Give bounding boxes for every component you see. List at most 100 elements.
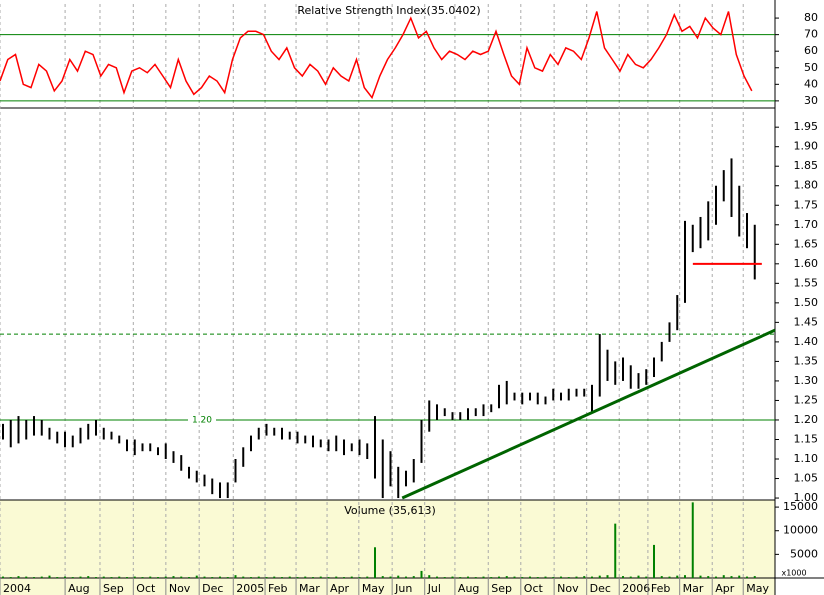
price-bar <box>560 392 562 401</box>
volume-bar <box>529 576 531 578</box>
price-bar <box>591 384 593 413</box>
volume-bar <box>366 576 369 578</box>
price-bar <box>48 427 51 440</box>
y-tick-label: 1.95 <box>794 120 819 133</box>
volume-bar <box>598 575 601 578</box>
x-tick-label: Mar <box>683 582 704 595</box>
price-bar <box>598 334 601 397</box>
x-tick-label: 2006 <box>622 582 650 595</box>
price-bar <box>583 388 586 397</box>
volume-bar <box>288 576 291 578</box>
volume-panel <box>0 500 775 595</box>
x-tick-label: Aug <box>458 582 479 595</box>
volume-bar <box>304 576 307 578</box>
volume-bar <box>536 577 539 578</box>
price-bar <box>645 369 648 385</box>
y-tick-label: 1.85 <box>794 159 819 172</box>
volume-bar <box>498 576 500 578</box>
volume-bar <box>2 576 4 578</box>
price-bar <box>211 478 214 495</box>
volume-bar <box>157 577 159 578</box>
y-tick-label: 5000 <box>790 547 818 560</box>
price-bar <box>296 431 299 444</box>
price-bar <box>529 392 531 401</box>
volume-bar <box>327 577 330 578</box>
price-bar <box>281 427 283 440</box>
y-tick-label: 1.90 <box>794 140 819 153</box>
volume-bar <box>552 577 555 578</box>
y-tick-label: 1.70 <box>794 218 819 231</box>
price-bar <box>459 412 462 420</box>
y-tick-label: 1.45 <box>794 315 819 328</box>
price-bar <box>614 361 617 385</box>
volume-unit: x1000 <box>781 569 806 578</box>
volume-bar <box>637 575 640 578</box>
volume-bar <box>583 576 586 578</box>
price-bar <box>319 439 322 448</box>
volume-bar <box>746 576 748 578</box>
x-tick-label: Jun <box>394 582 412 595</box>
x-tick-label: May <box>362 582 385 595</box>
volume-bar <box>149 576 152 578</box>
price-bar <box>715 185 717 225</box>
price-bar <box>746 213 748 249</box>
volume-bar <box>250 577 252 578</box>
y-tick-label: 1.35 <box>794 354 819 367</box>
volume-bar <box>451 576 454 578</box>
volume-bar <box>257 576 260 578</box>
volume-bar <box>381 576 384 578</box>
y-tick-label: 80 <box>804 11 818 24</box>
x-tick-label: Apr <box>330 582 350 595</box>
volume-bar <box>265 577 268 578</box>
volume-bar <box>420 570 423 578</box>
price-bar <box>102 427 105 440</box>
level-label: 1.20 <box>192 415 212 425</box>
y-tick-label: 1.60 <box>794 257 819 270</box>
price-bar <box>521 392 524 405</box>
volume-bar <box>172 576 175 578</box>
price-bar <box>327 439 330 452</box>
y-tick-label: 1.80 <box>794 179 819 192</box>
volume-bar <box>567 577 570 578</box>
x-tick-label: Sep <box>103 582 124 595</box>
volume-bar <box>164 576 167 578</box>
price-bar <box>753 224 756 280</box>
y-tick-label: 1.00 <box>794 491 819 504</box>
price-bar <box>668 322 671 342</box>
price-bar <box>250 435 252 452</box>
volume-bar <box>79 576 82 578</box>
volume-bar <box>126 577 128 578</box>
volume-bar <box>211 577 214 578</box>
volume-bar <box>715 576 717 578</box>
x-tick-label: Mar <box>299 582 320 595</box>
x-tick-label: Oct <box>524 582 544 595</box>
price-bar <box>436 404 438 420</box>
y-tick-label: 1.50 <box>794 296 819 309</box>
price-bar <box>428 400 431 432</box>
volume-bar <box>521 577 524 578</box>
volume-bar <box>312 577 314 578</box>
price-bar <box>505 380 508 405</box>
price-bar <box>482 404 485 417</box>
price-bar <box>474 408 477 417</box>
price-bar <box>722 170 725 202</box>
volume-bar <box>281 577 283 578</box>
price-bar <box>288 431 291 440</box>
price-bar <box>195 470 198 483</box>
y-tick-label: 40 <box>804 77 818 90</box>
volume-bar <box>428 575 431 578</box>
price-bar <box>622 357 624 381</box>
price-bar <box>405 470 407 487</box>
price-bar <box>9 419 12 448</box>
volume-bar <box>358 577 361 578</box>
volume-bar <box>459 577 462 578</box>
volume-bar <box>33 577 35 578</box>
price-bar <box>234 459 237 483</box>
price-bar <box>71 435 74 448</box>
volume-bar <box>482 576 485 578</box>
price-bar <box>498 384 500 409</box>
volume-bar <box>676 575 679 578</box>
volume-bar <box>95 577 97 578</box>
price-bar <box>443 408 446 417</box>
price-bar <box>730 158 733 217</box>
